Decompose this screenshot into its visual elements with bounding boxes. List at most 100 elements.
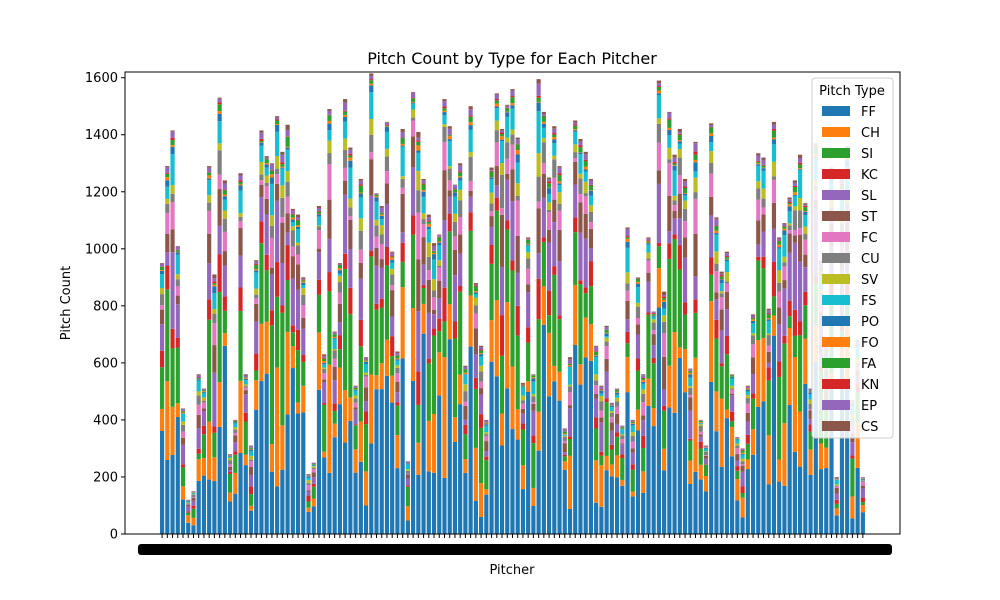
bar-segment-fo bbox=[688, 372, 693, 375]
bar-segment-cu bbox=[693, 192, 698, 199]
bar-segment-fa bbox=[630, 421, 635, 424]
bar-segment-kc bbox=[395, 402, 400, 406]
bar-segment-po bbox=[677, 141, 682, 144]
bar-segment-fc bbox=[400, 187, 405, 194]
bar-segment-sv bbox=[541, 138, 546, 143]
bar-segment-fo bbox=[588, 190, 594, 191]
bar-segment-si bbox=[207, 319, 212, 422]
bar-segment-fc bbox=[834, 486, 839, 488]
bar-segment-ff bbox=[379, 389, 384, 534]
bar-segment-cs bbox=[505, 104, 510, 106]
bar-segment-kn bbox=[682, 186, 688, 188]
bar-segment-kn bbox=[426, 220, 431, 222]
bar-segment-cs bbox=[248, 445, 254, 447]
bar-segment-ch bbox=[186, 515, 191, 523]
bar-segment-fo bbox=[536, 101, 541, 103]
bar-segment-kc bbox=[442, 287, 447, 322]
bar-segment-si bbox=[672, 238, 677, 332]
bar-segment-fc bbox=[656, 142, 661, 171]
bar-segment-ep bbox=[437, 235, 442, 237]
bar-segment-sl bbox=[358, 278, 363, 320]
bar-segment-si bbox=[322, 404, 327, 452]
bar-segment-sv bbox=[264, 175, 269, 183]
bar-segment-ch bbox=[201, 458, 207, 476]
bar-segment-sl bbox=[227, 470, 233, 472]
bar-segment-po bbox=[792, 194, 797, 196]
bar-segment-ep bbox=[667, 112, 672, 119]
bar-segment-sv bbox=[379, 225, 384, 235]
bar-segment-fs bbox=[212, 293, 217, 310]
bar-segment-sv bbox=[254, 288, 259, 295]
bar-segment-fa bbox=[682, 188, 688, 193]
bar-segment-kc bbox=[567, 436, 573, 439]
bar-segment-kc bbox=[698, 441, 703, 449]
bar-segment-fa bbox=[714, 225, 719, 231]
bar-segment-fa bbox=[588, 185, 594, 191]
bar-segment-kn bbox=[672, 162, 677, 164]
bar-segment-fc bbox=[771, 179, 777, 203]
bar-segment-kc bbox=[494, 197, 499, 211]
bar-segment-cu bbox=[405, 470, 410, 474]
y-tick-label: 400 bbox=[93, 413, 118, 428]
bar-segment-kc bbox=[332, 403, 337, 411]
bar-segment-cu bbox=[546, 209, 552, 213]
bar-segment-cu bbox=[808, 403, 813, 410]
bar-segment-kn bbox=[771, 128, 777, 131]
bar-segment-ff bbox=[269, 471, 274, 534]
bar-segment-kn bbox=[766, 313, 771, 315]
bar-segment-kn bbox=[719, 275, 724, 277]
bar-segment-fo bbox=[243, 377, 248, 379]
bar-segment-st bbox=[337, 303, 342, 323]
bar-segment-st bbox=[390, 290, 395, 317]
bar-segment-fc bbox=[363, 376, 369, 388]
bar-segment-sl bbox=[604, 371, 609, 399]
bar-segment-sl bbox=[275, 200, 280, 263]
bar-segment-si bbox=[431, 335, 437, 414]
bar-segment-st bbox=[567, 405, 573, 409]
bar-segment-fs bbox=[484, 425, 489, 433]
bar-segment-fa bbox=[667, 119, 672, 128]
bar-segment-fs bbox=[332, 338, 337, 350]
bar-segment-fs bbox=[180, 413, 186, 422]
bar-segment-po bbox=[541, 123, 546, 128]
bar-segment-cu bbox=[766, 335, 771, 346]
bar-segment-ch bbox=[672, 331, 677, 413]
bar-segment-st bbox=[515, 235, 520, 273]
bar-segment-ch bbox=[515, 409, 520, 440]
bar-segment-sl bbox=[630, 452, 635, 465]
bar-segment-fa bbox=[264, 159, 269, 164]
bar-segment-ch bbox=[494, 300, 499, 377]
bar-segment-kc bbox=[238, 287, 243, 311]
bar-segment-ep bbox=[332, 332, 337, 335]
bar-segment-ff bbox=[301, 412, 306, 534]
bar-segment-st bbox=[201, 408, 207, 411]
bar-segment-si bbox=[850, 458, 855, 497]
bar-segment-sl bbox=[421, 264, 426, 285]
bar-segment-ep bbox=[473, 284, 478, 286]
bar-segment-po bbox=[290, 219, 295, 222]
legend-swatch-sl bbox=[822, 190, 850, 200]
bar-segment-kn bbox=[782, 226, 787, 227]
bar-segment-ch bbox=[431, 413, 437, 473]
bar-segment-fa bbox=[798, 164, 803, 169]
bar-segment-ch bbox=[442, 357, 447, 478]
bar-segment-ff bbox=[337, 404, 342, 534]
bar-segment-cs bbox=[641, 374, 646, 376]
y-tick-label: 800 bbox=[93, 299, 118, 314]
bar-segment-ch bbox=[557, 371, 562, 401]
bar-segment-si bbox=[484, 460, 489, 490]
bar-segment-ch bbox=[160, 408, 165, 431]
bar-segment-po bbox=[771, 139, 777, 145]
bar-segment-cs bbox=[599, 385, 604, 387]
bar-segment-fs bbox=[740, 454, 745, 459]
bar-segment-cs bbox=[316, 206, 322, 209]
bar-segment-ep bbox=[609, 403, 614, 405]
bar-segment-fo bbox=[207, 175, 212, 179]
bar-segment-kn bbox=[358, 184, 363, 186]
bar-segment-fs bbox=[358, 197, 363, 219]
bar-segment-fa bbox=[447, 135, 452, 137]
bar-segment-sl bbox=[709, 215, 714, 258]
bar-segment-ep bbox=[771, 124, 777, 129]
legend-swatch-fo bbox=[822, 337, 850, 347]
bar-segment-sl bbox=[651, 345, 656, 358]
